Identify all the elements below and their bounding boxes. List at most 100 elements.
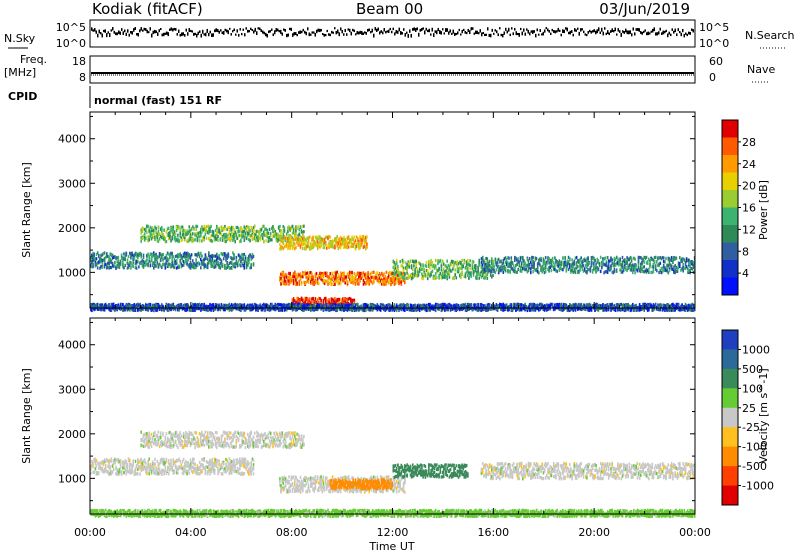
heatmap-cell — [202, 262, 204, 266]
heatmap-cell — [158, 232, 161, 236]
heatmap-cell — [456, 264, 459, 268]
heatmap-cell — [184, 238, 186, 242]
heatmap-cell — [235, 255, 238, 260]
heatmap-cell — [383, 279, 385, 283]
heatmap-cell — [189, 229, 192, 233]
heatmap-cell — [679, 256, 681, 260]
heatmap-cell — [335, 300, 337, 304]
heatmap-cell — [257, 235, 259, 239]
heatmap-cell — [318, 242, 320, 246]
noise-point — [526, 28, 528, 31]
heatmap-cell — [390, 276, 392, 281]
heatmap-cell — [401, 258, 404, 262]
heatmap-cell — [489, 264, 492, 268]
heatmap-cell — [195, 234, 197, 238]
heatmap-cell — [369, 272, 372, 276]
heatmap-cell — [304, 247, 306, 251]
noise-point — [491, 28, 493, 32]
heatmap-cell — [331, 300, 334, 304]
heatmap-cell — [648, 270, 650, 274]
noise-point — [184, 33, 186, 37]
heatmap-cell — [384, 282, 387, 286]
heatmap-cell — [450, 259, 453, 264]
heatmap-cell — [328, 300, 330, 304]
heatmap-cell — [214, 264, 217, 269]
heatmap-cell — [182, 263, 185, 267]
heatmap-cell — [324, 279, 327, 283]
heatmap-cell — [261, 234, 264, 238]
heatmap-cell — [165, 259, 168, 263]
heatmap-cell — [391, 278, 393, 282]
heatmap-cell — [430, 271, 432, 275]
noise-point — [149, 27, 151, 31]
heatmap-cell — [229, 256, 232, 260]
heatmap-cell — [365, 276, 367, 280]
noise-point — [185, 28, 187, 32]
noise-point — [550, 32, 552, 36]
heatmap-cell — [208, 231, 210, 235]
noise-point — [613, 30, 615, 33]
noise-point — [502, 33, 504, 38]
noise-point — [680, 32, 682, 37]
heatmap-cell — [444, 263, 446, 268]
noise-point — [637, 27, 639, 31]
heatmap-cell — [338, 237, 341, 241]
heatmap-cell — [397, 273, 399, 277]
heatmap-cell — [357, 237, 359, 241]
heatmap-cell — [172, 225, 175, 229]
heatmap-cell — [334, 271, 336, 275]
noise-point — [359, 30, 361, 34]
heatmap-cell — [203, 258, 205, 262]
noise-point — [341, 30, 343, 34]
heatmap-cell — [423, 267, 425, 271]
heatmap-cell — [211, 259, 214, 263]
noise-point — [560, 33, 562, 37]
heatmap-cell — [481, 255, 484, 259]
heatmap-cell — [389, 280, 391, 284]
heatmap-cell — [294, 227, 296, 231]
heatmap-cell — [280, 234, 282, 238]
heatmap-cell — [345, 275, 348, 279]
heatmap-cell — [103, 251, 106, 255]
heatmap-cell — [166, 257, 169, 261]
heatmap-cell — [499, 269, 501, 273]
heatmap-cell — [153, 228, 155, 232]
heatmap-cell — [304, 281, 306, 285]
heatmap-cell — [310, 271, 312, 275]
heatmap-cell — [104, 262, 107, 266]
noise-point — [638, 28, 640, 32]
heatmap-cell — [240, 233, 242, 237]
noise-point — [683, 33, 685, 38]
noise-point — [484, 33, 486, 37]
heatmap-cell — [288, 271, 290, 275]
heatmap-cell — [387, 271, 390, 276]
noise-point — [509, 33, 511, 37]
heatmap-cell — [101, 258, 104, 263]
heatmap-cell — [308, 277, 311, 281]
heatmap-cell — [519, 258, 522, 262]
heatmap-cell — [146, 224, 148, 228]
heatmap-cell — [560, 262, 563, 266]
heatmap-cell — [321, 237, 324, 241]
heatmap-cell — [362, 235, 365, 239]
heatmap-cell — [643, 265, 645, 269]
noise-point — [671, 28, 673, 31]
heatmap-cell — [249, 235, 251, 239]
heatmap-cell — [180, 256, 183, 260]
heatmap-cell — [357, 282, 359, 286]
heatmap-cell — [189, 231, 192, 235]
noise-point — [182, 32, 184, 36]
heatmap-cell — [340, 274, 343, 278]
heatmap-cell — [313, 240, 315, 244]
heatmap-cell — [316, 277, 319, 281]
heatmap-cell — [198, 239, 201, 243]
heatmap-cell — [305, 298, 307, 302]
heatmap-cell — [90, 258, 92, 262]
heatmap-cell — [454, 268, 456, 272]
heatmap-cell — [320, 300, 322, 305]
heatmap-cell — [599, 269, 602, 274]
heatmap-cell — [208, 251, 210, 255]
heatmap-cell — [227, 255, 230, 259]
heatmap-cell — [347, 235, 350, 239]
heatmap-cell — [287, 230, 289, 234]
